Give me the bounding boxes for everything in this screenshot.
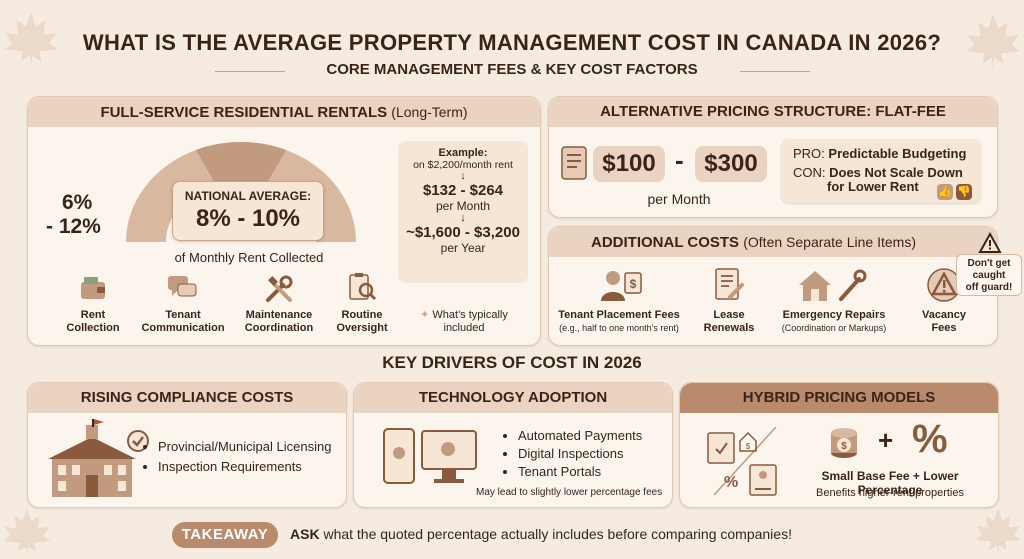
alert-triangle-icon: [978, 232, 1002, 253]
service-routine-oversight: Routine Oversight: [336, 309, 388, 334]
percent-icon: %: [912, 417, 948, 461]
service-maintenance-coordination: Maintenance Coordination: [244, 309, 314, 334]
arrow-down-icon: ↓: [460, 170, 466, 182]
flat-fee-panel: ALTERNATIVE PRICING STRUCTURE: FLAT-FEE …: [548, 96, 998, 218]
full-service-panel: FULL-SERVICE RESIDENTIAL RENTALS (Long-T…: [27, 96, 541, 346]
included-note: ✦ What's typically included: [420, 309, 508, 334]
coin-stack-icon: $: [831, 428, 857, 458]
invoice-icon: [561, 146, 587, 180]
flat-fee-low: $100: [593, 146, 665, 182]
service-rent-collection: Rent Collection: [66, 309, 120, 334]
house-wrench-icon: [799, 269, 867, 301]
flat-fee-heading: ALTERNATIVE PRICING STRUCTURE: FLAT-FEE: [549, 97, 997, 127]
lease-document-icon: [715, 268, 744, 300]
maple-leaf-icon: ✦: [420, 309, 430, 321]
cost-tenant-placement: Tenant Placement Fees (e.g., half to one …: [558, 309, 680, 333]
compliance-heading: RISING COMPLIANCE COSTS: [28, 383, 346, 413]
cost-emergency-repairs: Emergency Repairs (Coordination or Markup…: [781, 309, 887, 333]
maple-leaf-icon: [966, 14, 1020, 70]
divider: [215, 71, 285, 72]
service-tenant-communication: Tenant Communication: [141, 309, 225, 334]
cost-lease-renewals: Lease Renewals: [703, 309, 755, 334]
takeaway-text: ASK what the quoted percentage actually …: [290, 526, 792, 542]
range-low: 6%: [62, 191, 93, 214]
flat-fee-high: $300: [695, 146, 767, 182]
svg-text:$: $: [746, 442, 751, 451]
hybrid-heading: HYBRID PRICING MODELS: [680, 383, 998, 413]
example-title: Example:: [438, 147, 488, 159]
list-item: Automated Payments: [518, 427, 642, 445]
takeaway-badge: TAKEAWAY: [172, 522, 278, 548]
divider: [740, 71, 810, 72]
plus-sign: +: [878, 425, 894, 455]
additional-costs-panel: ADDITIONAL COSTS (Often Separate Line It…: [548, 226, 998, 346]
example-box: Example: on $2,200/month rent ↓ $132 - $…: [398, 141, 528, 283]
hybrid-panel: HYBRID PRICING MODELS $% $ + % Small Bas…: [679, 382, 999, 508]
list-item: Inspection Requirements: [158, 457, 331, 477]
wallet-icon: [81, 277, 105, 299]
documents-percent-icon: $%: [707, 426, 777, 496]
svg-text:$: $: [630, 277, 637, 291]
maple-leaf-icon: [4, 12, 58, 68]
devices-icon: [383, 428, 477, 484]
list-item: Digital Inspections: [518, 445, 642, 463]
svg-text:$: $: [841, 441, 847, 452]
page-subtitle: CORE MANAGEMENT FEES & KEY COST FACTORS: [326, 61, 698, 78]
national-average-label: NATIONAL AVERAGE:: [184, 189, 312, 203]
full-service-heading: FULL-SERVICE RESIDENTIAL RENTALS (Long-T…: [28, 97, 540, 127]
chat-icon: [168, 276, 197, 297]
maple-leaf-icon: [3, 508, 51, 558]
warning-icon: [927, 268, 961, 302]
flat-fee-per: per Month: [647, 191, 711, 207]
pro-con-box: PRO: Predictable Budgeting CON: Does Not…: [781, 139, 981, 203]
national-average-value: 8% - 10%: [195, 205, 301, 232]
list-item: Tenant Portals: [518, 463, 642, 481]
technology-panel: TECHNOLOGY ADOPTION Automated Payments D…: [353, 382, 673, 508]
compliance-list: Provincial/Municipal Licensing Inspectio…: [144, 437, 331, 477]
example-yearly-unit: per Year: [440, 241, 486, 255]
thumbs-up-icon: 👍: [937, 184, 953, 200]
pro-row: PRO: Predictable Budgeting: [793, 146, 967, 161]
thumbs-down-icon: 👎: [956, 184, 972, 200]
technology-note: May lead to slightly lower percentage fe…: [476, 487, 663, 498]
example-yearly: ~$1,600 - $3,200: [406, 224, 520, 241]
hybrid-note: Benefits higher-rent properties: [816, 487, 964, 499]
con-row: CON: Does Not Scale Down for Lower Rent: [793, 165, 963, 194]
clipboard-search-icon: [349, 273, 377, 301]
page-title: WHAT IS THE AVERAGE PROPERTY MANAGEMENT …: [82, 30, 942, 55]
technology-list: Automated Payments Digital Inspections T…: [504, 427, 642, 481]
tools-icon: [266, 275, 293, 302]
compliance-panel: RISING COMPLIANCE COSTS Provincial/Munic…: [27, 382, 347, 508]
average-caption: of Monthly Rent Collected: [174, 250, 324, 265]
list-item: Provincial/Municipal Licensing: [158, 437, 331, 457]
example-monthly: $132 - $264: [422, 182, 504, 199]
government-building-icon: [48, 419, 149, 497]
key-drivers-heading: KEY DRIVERS OF COST IN 2026: [382, 353, 642, 372]
maple-leaf-icon: [975, 508, 1021, 556]
national-average-box: NATIONAL AVERAGE: 8% - 10%: [172, 181, 324, 241]
flat-fee-dash: -: [675, 145, 684, 175]
technology-heading: TECHNOLOGY ADOPTION: [354, 383, 672, 413]
arrow-down-icon: ↓: [460, 212, 466, 224]
example-rent: on $2,200/month rent: [413, 159, 513, 171]
tenant-placement-icon: $: [601, 271, 642, 301]
gauge-arc: [126, 142, 356, 242]
range-high: - 12%: [46, 215, 101, 238]
warning-note: Don't get caught off guard!: [956, 254, 1022, 296]
additional-costs-heading: ADDITIONAL COSTS (Often Separate Line It…: [549, 227, 997, 257]
hybrid-caption: Small Base Fee + Lower Percentage: [821, 469, 959, 497]
svg-text:%: %: [724, 474, 738, 491]
example-monthly-unit: per Month: [435, 199, 491, 213]
cost-vacancy-fees: Vacancy Fees: [921, 309, 967, 334]
